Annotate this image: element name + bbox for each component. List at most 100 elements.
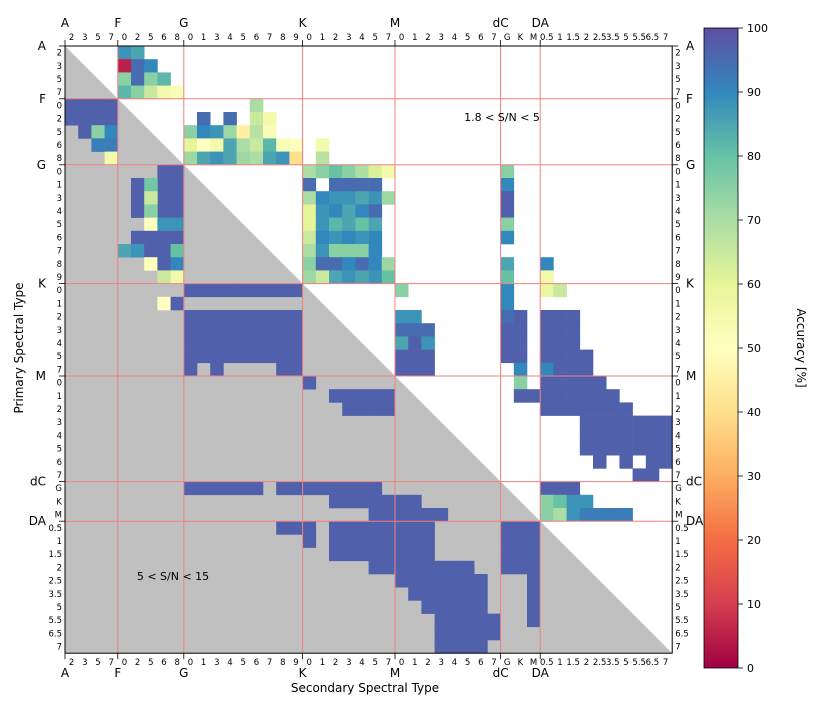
x-tick-label-bottom: 5 [240,658,245,668]
heatmap-cell-lower [408,534,422,548]
group-label-right: F [686,92,693,106]
heatmap-cell-upper [579,376,594,390]
x-tick-label-bottom: 6.5 [646,658,660,668]
heatmap-cell-upper [659,455,673,469]
group-label-top: DA [532,16,550,30]
group-label-bottom: A [61,666,70,680]
heatmap-cell-lower [500,521,515,535]
x-tick-label-top: 4 [359,33,364,43]
annotation-lower: 5 < S/N < 15 [137,570,209,583]
heatmap-cell-upper [329,230,343,245]
heatmap-cell-upper [553,481,567,496]
heatmap-cell-upper [566,376,581,390]
heatmap-cell-lower [368,508,383,522]
x-tick-label-bottom: 6 [161,658,166,668]
y-tick-label-right: 6 [675,233,680,243]
heatmap-cell-lower [381,547,396,562]
heatmap-cell-lower [131,244,145,258]
heatmap-cell-upper [395,283,409,298]
heatmap-cell-lower [527,521,541,535]
heatmap-cell-upper [355,164,369,179]
heatmap-cell-lower [170,191,185,205]
heatmap-cell-lower [461,626,475,641]
x-tick-label-bottom: 8 [174,658,179,668]
heatmap-cell-upper [197,112,211,126]
y-tick-label-left: 5 [57,128,62,138]
heatmap-cell-lower [421,587,435,601]
heatmap-cell-lower [527,600,541,614]
group-label-right: A [686,39,695,53]
heatmap-cell-upper [500,283,515,298]
x-tick-label-bottom: 0 [188,658,193,668]
heatmap-cell-upper [302,191,317,205]
y-tick-label-right: 0 [675,286,680,296]
heatmap-cell-upper [421,323,435,337]
heatmap-cell-lower [355,494,369,509]
heatmap-cell-lower [289,521,303,535]
heatmap-cell-upper [632,468,647,482]
heatmap-cell-upper [276,138,290,152]
heatmap-cell-lower [144,257,158,271]
heatmap-cell-upper [263,151,277,166]
heatmap-cell-lower [368,481,383,496]
heatmap-cell-lower [447,560,462,575]
heatmap-cell-lower [527,547,541,562]
heatmap-cell-lower [289,349,303,364]
heatmap-cell-upper [540,508,554,522]
heatmap-cell-lower [461,587,475,601]
heatmap-cell-upper [553,336,567,350]
heatmap-cell-upper [500,191,515,205]
x-tick-label-bottom: 1 [201,658,206,668]
heatmap-cell-lower [342,534,356,548]
heatmap-cell-upper [566,508,581,522]
heatmap-cell-lower [474,640,488,654]
heatmap-cell-upper [381,164,396,179]
y-tick-label-right: 7 [675,365,680,375]
heatmap-cell-lower [447,640,462,654]
heatmap-cell-lower [104,125,119,139]
heatmap-cell-upper [593,508,607,522]
y-tick-label-left: K [56,497,62,507]
heatmap-cell-upper [302,204,317,218]
y-tick-label-left: 5 [57,352,62,362]
x-tick-label-bottom: 5 [372,658,377,668]
x-tick-label-top: 9 [293,33,298,43]
heatmap-cell-upper [619,402,633,416]
heatmap-cell-lower [329,494,343,509]
heatmap-cell-lower [500,547,515,562]
heatmap-cell-upper [500,257,515,271]
heatmap-cell-lower [368,494,383,509]
y-tick-label-left: 3.5 [48,590,62,600]
y-tick-label-left: 1 [57,392,62,402]
heatmap-cell-upper [223,125,237,139]
x-tick-label-bottom: 0 [399,658,404,668]
colorbar-label: Accuracy [%] [794,308,808,387]
x-tick-label-top: 3 [346,33,351,43]
heatmap-cell-upper [619,455,633,469]
heatmap-cell-upper [342,244,356,258]
heatmap-cell-upper [144,59,158,73]
heatmap-cell-lower [500,534,515,548]
y-tick-label-left: 2 [57,49,62,59]
heatmap-cell-lower [434,587,449,601]
heatmap-cell-upper [408,310,422,324]
x-tick-label-bottom: M [530,658,537,668]
group-label-left: K [38,277,47,291]
group-label-top: dC [493,16,509,30]
x-tick-label-top: 2 [135,33,140,43]
heatmap-cell-upper [249,151,264,166]
heatmap-cell-upper [289,138,303,152]
y-axis-title: Primary Spectral Type [12,282,26,413]
heatmap-cell-upper [540,257,554,271]
x-tick-label-top: 7 [386,33,391,43]
heatmap-cell-lower [65,112,79,126]
y-tick-label-left: 1 [57,181,62,191]
x-tick-label-top: 5 [465,33,470,43]
heatmap-cell-lower [210,323,224,337]
x-tick-label-top: 5 [148,33,153,43]
heatmap-cell-lower [183,310,198,324]
y-tick-label-right: 7 [675,643,680,653]
heatmap-cell-lower [144,244,158,258]
heatmap-cell-upper [302,217,317,232]
